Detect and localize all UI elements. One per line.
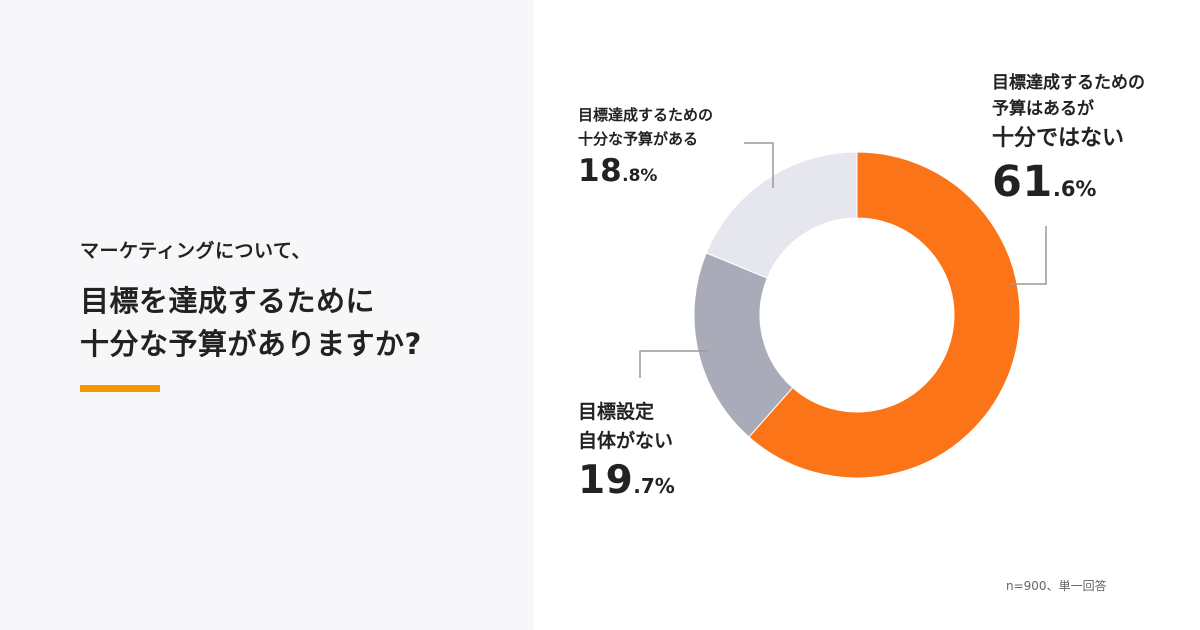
- slice-not-enough: [748, 151, 1021, 479]
- label-enough-percent-dec: .8%: [622, 166, 658, 186]
- label-no-goal: 目標設定 自体がない 19.7%: [578, 398, 675, 503]
- label-not-enough-percent-dec: .6%: [1052, 177, 1097, 201]
- question-main: 目標を達成するために 十分な予算がありますか?: [80, 280, 422, 366]
- question-line-2: 十分な予算がありますか?: [80, 327, 422, 361]
- leader-line-no-goal: [639, 350, 708, 378]
- label-no-goal-line-1: 目標設定: [578, 401, 655, 423]
- label-no-goal-percent-int: 19: [578, 458, 634, 503]
- leader-line-not-enough: [1010, 226, 1047, 285]
- label-not-enough-line-2: 予算はあるが: [992, 99, 1094, 119]
- slice-enough: [705, 151, 858, 279]
- donut-slices: [693, 151, 1021, 479]
- leader-line-enough: [744, 142, 774, 188]
- question-lead: マーケティングについて、: [80, 240, 311, 262]
- label-no-goal-line-2: 自体がない: [578, 430, 674, 452]
- accent-bar: [80, 385, 160, 392]
- leader-lines: [639, 142, 1047, 378]
- label-enough-line-1: 目標達成するための: [578, 106, 714, 124]
- question-line-1: 目標を達成するために: [80, 284, 376, 318]
- label-enough-line-2: 十分な予算がある: [578, 130, 699, 148]
- label-not-enough-budget: 目標達成するための 予算はあるが 十分ではない 61.6%: [992, 70, 1145, 207]
- label-enough-percent-int: 18: [578, 153, 623, 189]
- label-no-goal-percent: 19.7%: [578, 458, 675, 503]
- label-no-goal-percent-dec: .7%: [633, 474, 675, 498]
- question-panel: マーケティングについて、 目標を達成するために 十分な予算がありますか?: [0, 0, 534, 630]
- question-heading: マーケティングについて、 目標を達成するために 十分な予算がありますか?: [80, 238, 422, 366]
- label-enough-percent: 18.8%: [578, 153, 713, 189]
- sample-size-note: n=900、単一回答: [1006, 579, 1107, 593]
- label-not-enough-percent-int: 61: [992, 157, 1053, 207]
- label-not-enough-line-1: 目標達成するための: [992, 73, 1145, 93]
- label-not-enough-percent: 61.6%: [992, 157, 1145, 207]
- label-enough-budget: 目標達成するための 十分な予算がある 18.8%: [578, 103, 713, 189]
- label-not-enough-line-3: 十分ではない: [992, 126, 1125, 151]
